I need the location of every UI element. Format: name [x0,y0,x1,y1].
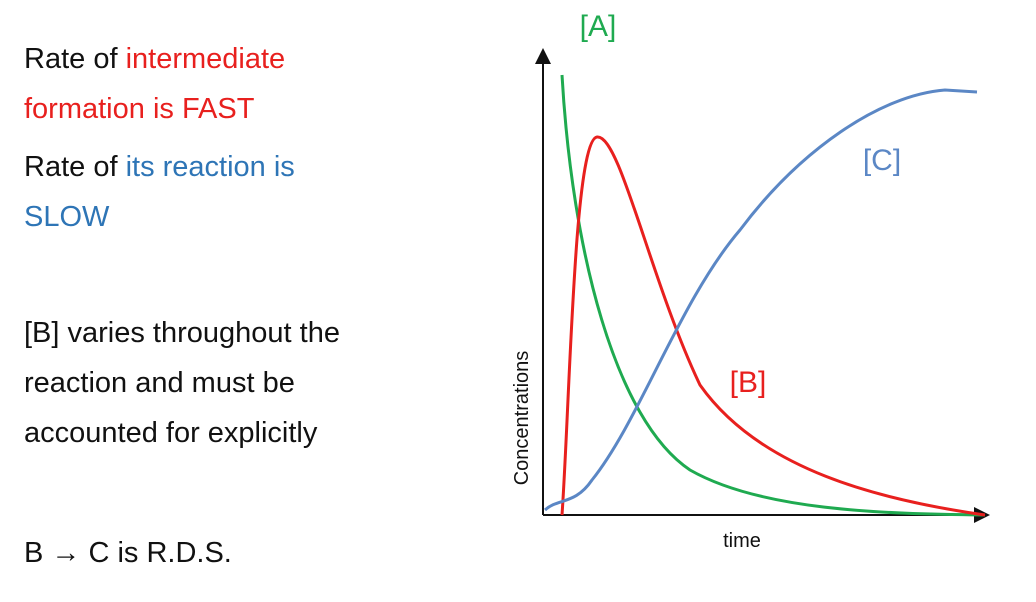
curve-a [560,74,986,517]
text: Rate of [24,43,118,75]
curve-label-b: [B] [730,366,767,399]
curve-label-a: [A] [580,10,617,43]
text: its reaction is [125,151,295,183]
curve-b [560,135,986,517]
curve-label-c: [C] [863,144,901,177]
text-line: SLOW [24,201,110,233]
text: intermediate [125,43,286,75]
x-axis-label: time [723,530,761,552]
text-line: accounted for explicitly [24,417,318,449]
y-axis-label: Concentrations [511,351,533,486]
text-line: Rate of its reaction is [24,150,295,184]
curve-c [543,88,978,512]
text: Rate of [24,151,118,183]
text-line: reaction and must be [24,367,295,399]
text-line: Rate of intermediate [24,42,285,76]
text-line: B → C is R.D.S. [24,537,232,569]
text-line: formation is FAST [24,93,255,125]
text-line: [B] varies throughout the [24,317,340,349]
